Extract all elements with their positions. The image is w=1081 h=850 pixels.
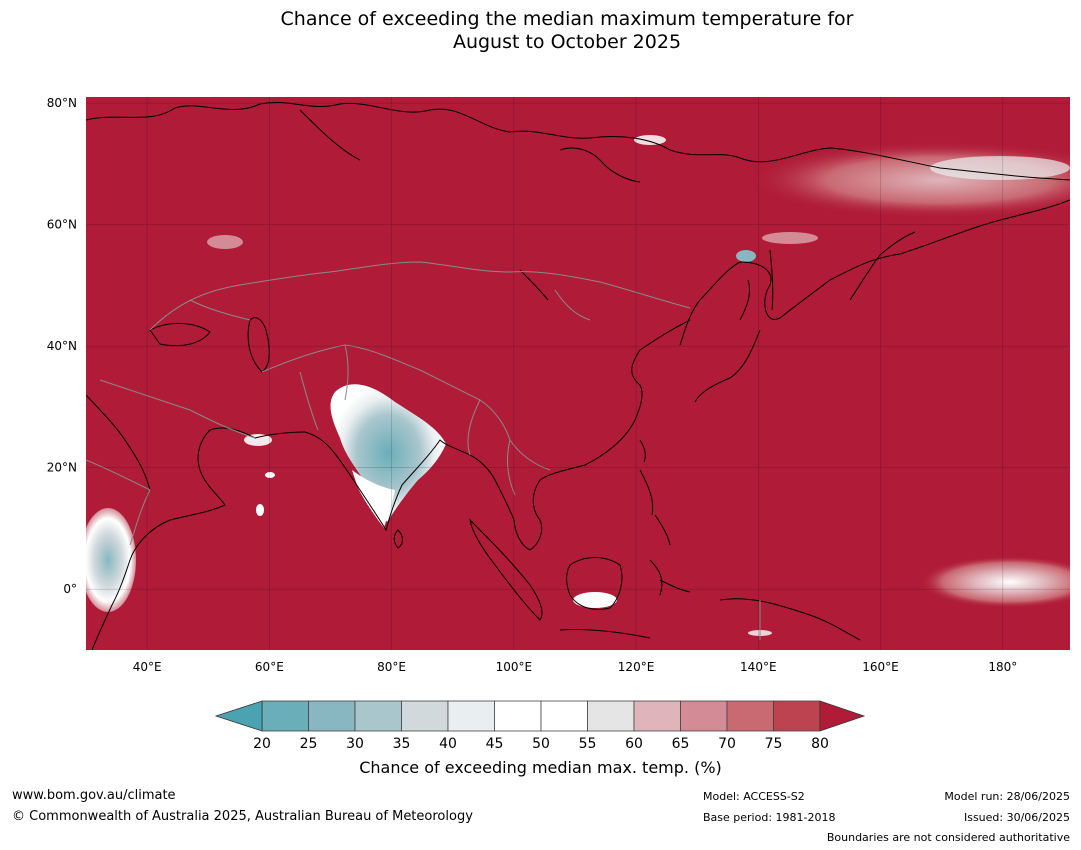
east-africa-region [86,508,136,612]
pacific-region [920,556,1070,608]
title-line-1: Chance of exceeding the median maximum t… [280,8,854,30]
colorbar-tick-labels: 20 25 30 35 40 45 50 55 60 65 70 75 80 [253,736,829,752]
longitude-tick-label: 40°E [133,660,162,674]
graticule [86,97,1070,650]
china-korea-coast [539,319,691,481]
colorbar-segment [726,700,774,732]
colorbar-segment [540,700,588,732]
colorbar-label: Chance of exceeding median max. temp. (%… [359,758,722,777]
model-run-date: Model run: 28/06/2025 [944,790,1070,803]
arabian-sea-spot [265,472,275,478]
bay-of-bengal-coast [304,431,471,532]
japan-coast [694,279,761,403]
yamal-region [634,135,666,145]
west-russia-region [207,235,243,249]
colorbar-tick-label: 75 [765,736,783,752]
website-link[interactable]: www.bom.gov.au/climate [12,788,176,803]
siberia-region-core [930,156,1070,180]
colorbar-tick-label: 80 [811,736,829,752]
taiwan [639,439,646,463]
pacific-russia-coast [679,199,1070,346]
india-region [330,384,446,522]
lake-baikal [519,269,549,301]
longitude-tick-label: 120°E [618,660,655,674]
base-period: Base period: 1981-2018 [703,811,836,824]
colorbar-tick-label: 40 [439,736,457,752]
taymyr-coast [559,147,641,183]
longitude-tick-labels: 40°E 60°E 80°E 100°E 120°E 140°E 160°E 180° [133,660,1018,674]
colorbar-segment [401,700,449,732]
title-line-2: August to October 2025 [452,31,682,53]
longitude-tick-label: 60°E [255,660,284,674]
colorbar-tick-label: 50 [532,736,550,752]
colorbar-tick-label: 60 [625,736,643,752]
latitude-tick-label: 0° [63,582,77,596]
latitude-tick-label: 40°N [47,339,77,353]
colorbar-tick-label: 35 [393,736,411,752]
java [559,628,651,639]
southeast-asia-coast [469,454,543,551]
copyright-text: © Commonwealth of Australia 2025, Austra… [12,809,473,824]
africa-east-coast [91,559,131,650]
colorbar-segment [587,700,635,732]
colorbar-segment [261,700,309,732]
boundaries-disclaimer: Boundaries are not considered authoritat… [826,831,1070,844]
colorbar-tick-label: 55 [579,736,597,752]
probability-anomaly-regions [86,135,1070,636]
caspian-sea [247,317,270,373]
longitude-tick-label: 160°E [862,660,899,674]
longitude-tick-label: 140°E [740,660,777,674]
coastlines [86,101,1070,650]
colorbar-tick-label: 30 [346,736,364,752]
colorbar: 20 25 30 35 40 45 50 55 60 65 70 75 80 [214,700,866,752]
latitude-tick-label: 60°N [47,218,77,232]
latitude-tick-label: 80°N [47,96,77,110]
colorbar-under-arrow [214,700,263,732]
issued-date: Issued: 30/06/2025 [963,811,1070,824]
red-sea-coast [86,394,151,491]
colorbar-segment [447,700,495,732]
colorbar-segment [633,700,681,732]
latitude-tick-labels: 80°N 60°N 40°N 20°N 0° [47,96,77,596]
new-guinea [719,598,861,641]
colorbar-segment [680,700,728,732]
okhotsk-region [762,232,818,244]
latitude-tick-label: 20°N [47,461,77,475]
colorbar-tick-label: 65 [672,736,690,752]
kamchatka-coast [849,231,916,301]
colorbar-segments [261,700,821,732]
arctic-coast [86,101,1070,181]
borneo [566,557,623,610]
india-south-tip [352,470,395,528]
map-title: Chance of exceeding the median maximum t… [0,8,1081,54]
colorbar-tick-label: 70 [718,736,736,752]
longitude-tick-label: 100°E [496,660,533,674]
sumatra [469,518,543,621]
colorbar-segment [494,700,542,732]
sulawesi [649,559,691,596]
colorbar-tick-label: 25 [300,736,318,752]
model-name: Model: ACCESS-S2 [703,790,805,803]
sri-lanka [393,529,403,549]
sakhalin [769,249,774,311]
oman-spot [256,504,264,516]
probability-map: 40°E 60°E 80°E 100°E 120°E 140°E 160°E 180° 80°… [47,96,1070,674]
philippines [639,469,671,546]
country-boundaries [86,261,761,640]
colorbar-over-arrow [819,700,866,732]
longitude-tick-label: 80°E [377,660,406,674]
black-sea [149,322,211,347]
longitude-tick-label: 180° [988,660,1017,674]
colorbar-segment [308,700,356,732]
kamchatka-region [736,250,756,262]
colorbar-tick-label: 45 [486,736,504,752]
novaya-zemlya [299,109,361,161]
colorbar-tick-label: 20 [253,736,271,752]
colorbar-segment [354,700,402,732]
borneo-region [573,592,617,608]
colorbar-segment [773,700,821,732]
